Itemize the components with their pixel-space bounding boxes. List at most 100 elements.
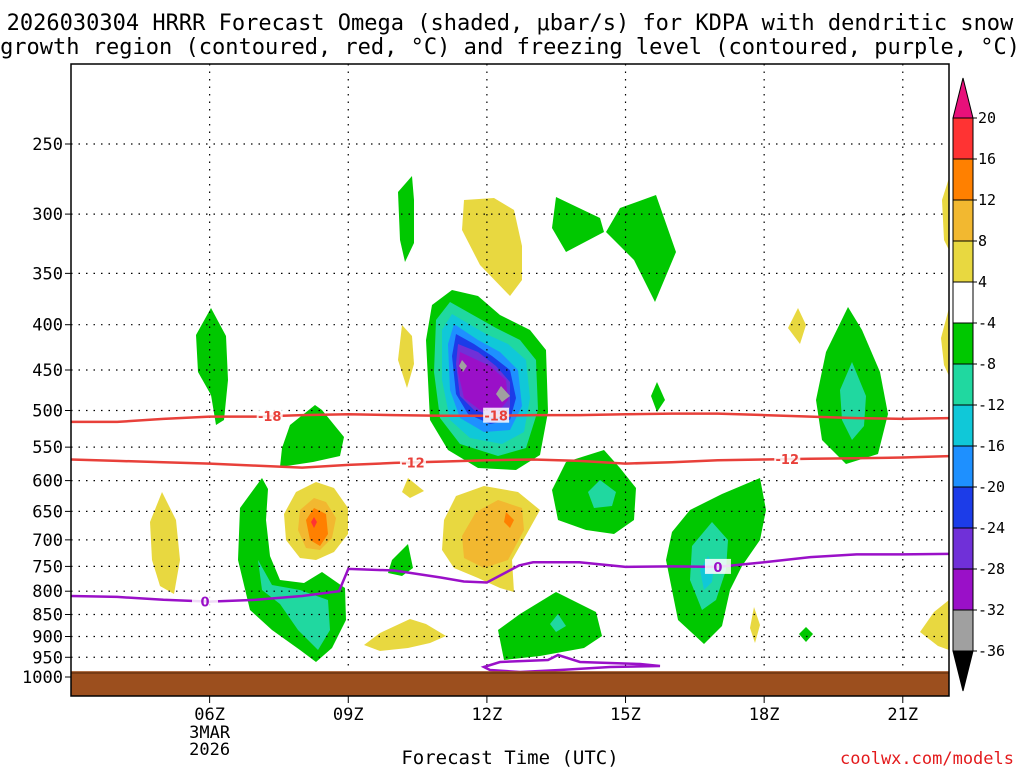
colorbar-swatch — [952, 158, 974, 201]
omega-down-7 — [364, 619, 446, 651]
y-tick-label: 600 — [32, 472, 63, 492]
colorbar-label: -28 — [978, 560, 1005, 578]
omega-down-4 — [402, 478, 424, 498]
omega-down-11 — [941, 308, 949, 376]
colorbar-swatch — [952, 527, 974, 570]
y-tick-label: 950 — [32, 648, 63, 668]
y-tick-label: 700 — [32, 531, 63, 551]
colorbar-swatch — [952, 568, 974, 611]
omega-down-1 — [462, 198, 522, 296]
contour-label: -18 — [484, 410, 508, 425]
colorbar: 20 16 12 8 4 -4 -8 -12 -16 -20 -24 -28 -32 -36 — [952, 77, 1005, 692]
colorbar-label: -32 — [978, 601, 1005, 619]
omega-down-8 — [788, 308, 806, 344]
colorbar-label: -12 — [978, 396, 1005, 414]
colorbar-swatch — [952, 322, 974, 365]
contour-label: 0 — [200, 595, 209, 610]
y-tick-label: 850 — [32, 606, 63, 626]
x-tick-label: 21Z — [887, 705, 918, 725]
contour-label-bg — [192, 593, 219, 609]
omega-cell-lower-center — [498, 592, 602, 660]
colorbar-label: -24 — [978, 519, 1005, 537]
y-tick-label: 800 — [32, 582, 63, 602]
y-tick-label: 650 — [32, 502, 63, 522]
colorbar-label: -8 — [978, 355, 996, 373]
x-tick-date: 3MAR — [189, 723, 231, 743]
y-tick-label: 1000 — [22, 668, 63, 688]
contour-label-bg — [483, 407, 510, 423]
terrain-surface — [71, 671, 949, 696]
gridlines — [71, 64, 949, 696]
y-tick-label: 400 — [32, 316, 63, 336]
contour-label: -18 — [258, 410, 282, 425]
contour-label: -12 — [401, 456, 425, 471]
x-tick-label: 12Z — [472, 705, 503, 725]
colorbar-swatch — [952, 486, 974, 529]
contour-label-bg — [774, 451, 801, 467]
omega-core-7 — [458, 352, 508, 412]
colorbar-label: 16 — [978, 150, 996, 168]
colorbar-label: 12 — [978, 191, 996, 209]
colorbar-top-arrow — [952, 77, 974, 119]
chart-title-line1: 2026030304 HRRR Forecast Omega (shaded, … — [7, 11, 1014, 36]
colorbar-swatch — [952, 281, 974, 324]
colorbar-label: 4 — [978, 273, 987, 291]
colorbar-swatch — [952, 609, 974, 652]
y-tick-label: 300 — [32, 205, 63, 225]
y-tick-label: 750 — [32, 557, 63, 577]
contour-label-bg — [399, 454, 426, 470]
colorbar-bottom-arrow — [952, 650, 974, 692]
omega-down-5c — [306, 508, 328, 546]
credit-text: coolwx.com/models — [840, 749, 1014, 768]
y-tick-label: 500 — [32, 402, 63, 422]
omega-cell-small-1 — [388, 544, 413, 576]
omega-cell-left-mid — [280, 405, 344, 467]
omega-cell-lower-center-inner — [550, 614, 566, 632]
colorbar-label: -4 — [978, 314, 996, 332]
y-tick-label: 450 — [32, 361, 63, 381]
colorbar-label: 8 — [978, 232, 987, 250]
omega-cell-right-upper-inner — [840, 362, 866, 440]
omega-down-2 — [398, 325, 414, 388]
omega-cell-lower-left-inner — [258, 560, 330, 650]
omega-cell-left-column — [196, 308, 228, 425]
y-tick-label: 250 — [32, 135, 63, 155]
y-tick-label: 350 — [32, 264, 63, 284]
colorbar-label: -20 — [978, 478, 1005, 496]
omega-down-6c — [504, 512, 514, 528]
contour-label-bg — [704, 558, 731, 574]
x-tick-year: 2026 — [189, 740, 230, 760]
contour-label: 0 — [713, 561, 722, 576]
x-tick-label: 09Z — [333, 705, 364, 725]
chart-title-line2: growth region (contoured, red, °C) and f… — [0, 35, 1020, 60]
x-tick-label: 06Z — [194, 705, 225, 725]
colorbar-label: -16 — [978, 437, 1005, 455]
contour-line-2 — [71, 552, 949, 603]
y-tick-label: 550 — [32, 438, 63, 458]
contour-line-0 — [71, 412, 949, 424]
y-axis: 2503003504004505005506006507007508008509… — [22, 135, 71, 688]
colorbar-swatch — [952, 445, 974, 488]
omega-cell-small-3 — [799, 627, 813, 642]
y-tick-label: 900 — [32, 627, 63, 647]
omega-cell-upper-left — [398, 176, 414, 262]
omega-core-9 — [459, 360, 467, 372]
x-tick-label: 15Z — [610, 705, 641, 725]
colorbar-swatch — [952, 199, 974, 242]
omega-down-3 — [150, 492, 180, 594]
contour-line-1 — [71, 454, 949, 469]
omega-down-10 — [942, 178, 949, 250]
colorbar-swatch — [952, 404, 974, 447]
contour-label: -12 — [776, 453, 800, 468]
omega-cell-small-2 — [651, 382, 665, 412]
contour-label-bg — [256, 408, 283, 424]
contour-lines — [71, 412, 949, 603]
colorbar-swatch — [952, 117, 974, 160]
omega-core-8 — [496, 386, 510, 402]
plot-frame — [70, 63, 950, 697]
colorbar-swatch — [952, 240, 974, 283]
contour-labels: -18 -18 -12 -12 0 0 — [192, 407, 801, 610]
x-axis-title: Forecast Time (UTC) — [401, 747, 618, 768]
